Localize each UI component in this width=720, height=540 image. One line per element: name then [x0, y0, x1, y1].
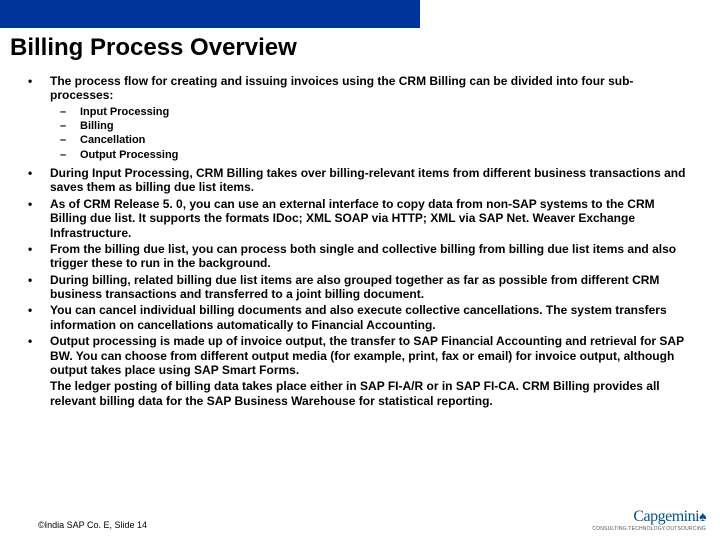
bullet-marker: [28, 197, 50, 240]
bullet-marker: [28, 242, 50, 271]
bullet-item: During Input Processing, CRM Billing tak…: [28, 166, 692, 195]
slide-title: Billing Process Overview: [0, 28, 720, 70]
bullet-text: The process flow for creating and issuin…: [50, 74, 692, 103]
bullet-marker: [28, 334, 50, 377]
continuation-text: The ledger posting of billing data takes…: [28, 379, 692, 408]
sub-bullet-marker: [60, 105, 80, 119]
sub-bullet-marker: [60, 148, 80, 162]
bullet-marker: [28, 74, 50, 103]
bullet-text: During billing, related billing due list…: [50, 273, 692, 302]
sub-bullet-text: Cancellation: [80, 133, 145, 147]
bullet-item: You can cancel individual billing docume…: [28, 303, 692, 332]
bullet-item: Output processing is made up of invoice …: [28, 334, 692, 377]
logo-text: Capgemini♠: [592, 508, 706, 526]
slide: Billing Process Overview The process flo…: [0, 0, 720, 540]
bullet-text: During Input Processing, CRM Billing tak…: [50, 166, 692, 195]
spade-icon: ♠: [699, 510, 706, 525]
sub-bullet-text: Billing: [80, 119, 114, 133]
bullet-text: As of CRM Release 5. 0, you can use an e…: [50, 197, 692, 240]
bullet-item: As of CRM Release 5. 0, you can use an e…: [28, 197, 692, 240]
bullet-marker: [28, 273, 50, 302]
bullet-text: From the billing due list, you can proce…: [50, 242, 692, 271]
sub-bullet-list: Input Processing Billing Cancellation Ou…: [28, 105, 692, 162]
sub-bullet-item: Cancellation: [60, 133, 692, 147]
bullet-marker: [28, 166, 50, 195]
sub-bullet-marker: [60, 119, 80, 133]
sub-bullet-item: Billing: [60, 119, 692, 133]
bullet-item: From the billing due list, you can proce…: [28, 242, 692, 271]
sub-bullet-text: Output Processing: [80, 148, 178, 162]
sub-bullet-text: Input Processing: [80, 105, 169, 119]
logo-brand: Capgemini: [633, 508, 699, 525]
slide-footer: ©India SAP Co. E, Slide 14: [38, 520, 147, 530]
top-accent-bar: [0, 0, 420, 28]
bullet-marker: [28, 303, 50, 332]
sub-bullet-marker: [60, 133, 80, 147]
bullet-item: The process flow for creating and issuin…: [28, 74, 692, 103]
bullet-item: During billing, related billing due list…: [28, 273, 692, 302]
bullet-text: You can cancel individual billing docume…: [50, 303, 692, 332]
logo-tagline: CONSULTING.TECHNOLOGY.OUTSOURCING: [592, 526, 706, 532]
sub-bullet-item: Input Processing: [60, 105, 692, 119]
sub-bullet-item: Output Processing: [60, 148, 692, 162]
bullet-text: Output processing is made up of invoice …: [50, 334, 692, 377]
slide-content: The process flow for creating and issuin…: [0, 70, 720, 408]
brand-logo: Capgemini♠ CONSULTING.TECHNOLOGY.OUTSOUR…: [592, 508, 706, 532]
